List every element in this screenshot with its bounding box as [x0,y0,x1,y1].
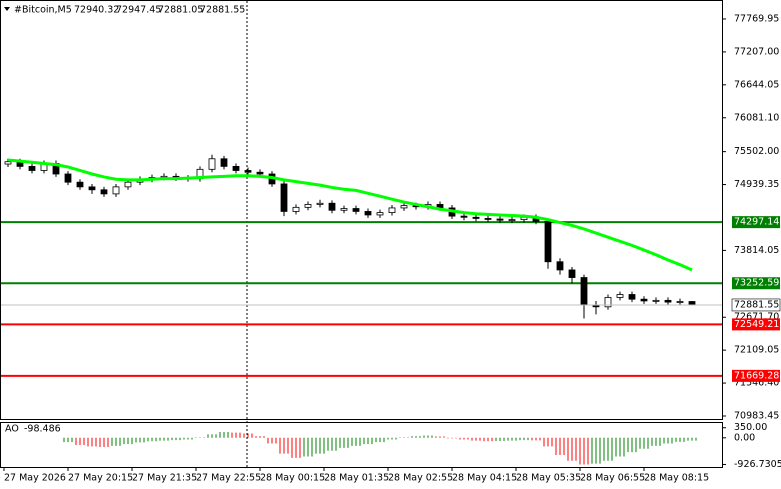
candle-body [616,294,624,298]
candle-body [220,158,228,167]
candle-body [352,208,360,212]
x-tick-label: 28 May 00:15 [260,473,325,484]
level-box [732,277,780,290]
candle-body [544,220,552,263]
candle-body [304,204,312,208]
candle-body [664,299,672,303]
candle-body [28,165,36,171]
level-label: 71669.28 [734,370,779,381]
header-low: 72881.05 [158,5,203,16]
x-tick-label: 28 May 02:55 [388,473,453,484]
y-tick-label: 76644.05 [734,79,779,90]
candle-body [280,183,288,212]
candle-body [484,218,492,220]
level-box [732,318,780,331]
level-label: 73252.59 [734,278,779,289]
candle-body [400,205,408,209]
header-open: 72940.32 [74,5,119,16]
y-tick-label: 0.00 [734,432,755,443]
candle-body [472,216,480,219]
candle-body [640,298,648,302]
candle-body [688,301,696,306]
candle-body [256,171,264,175]
candle-body [4,161,12,165]
menu-arrow [4,7,10,11]
x-tick-label: 27 May 21:35 [132,473,197,484]
candle-body [244,170,252,173]
level-box [732,369,780,382]
candle-body [628,294,636,300]
header-close: 72881.55 [200,5,245,16]
candle-body [292,206,300,212]
y-tick-label: 77207.00 [734,46,779,57]
y-tick-label: -926.7305 [734,459,781,470]
y-tick-label: 350.00 [734,422,767,433]
candle-body [652,299,660,302]
header-high: 72947.45 [116,5,161,16]
candle-body [568,269,576,278]
y-tick-label: 72109.05 [734,345,779,356]
y-tick-label: 76081.10 [734,112,779,123]
candle-body [496,218,504,221]
candle-body [376,212,384,216]
candle-body [460,215,468,218]
level-box [732,216,780,229]
candle-body [88,186,96,191]
candle-body [508,219,516,222]
candle-body [328,202,336,211]
candle-body [64,173,72,183]
candle-body [340,208,348,211]
ao-value: -98.486 [24,424,61,435]
x-tick-label: 28 May 08:15 [644,473,709,484]
candle-body [76,181,84,188]
candle-body [124,181,132,188]
chart-title: #Bitcoin,M5 [14,5,72,16]
y-tick-label: 77769.95 [734,13,779,24]
candle-body [100,189,108,195]
candle-body [676,301,684,303]
price-label: 72881.55 [734,299,779,310]
level-label: 74297.14 [734,217,779,228]
price-box [731,298,781,312]
main-frame [0,0,723,420]
moving-average [7,158,693,272]
candle-body [208,158,216,170]
candle-body [112,186,120,195]
candle-body [364,211,372,216]
x-tick-label: 27 May 20:15 [68,473,133,484]
x-tick-label: 28 May 06:55 [580,473,645,484]
x-tick-label: 28 May 05:35 [516,473,581,484]
candle-body [316,202,324,205]
x-tick-label: 27 May 22:55 [196,473,261,484]
candle-body [556,261,564,271]
x-tick-label: 28 May 01:35 [324,473,389,484]
ao-title: AO [5,424,19,435]
y-tick-label: 71546.40 [734,378,779,389]
candle-body [604,297,612,308]
y-tick-label: 75502.00 [734,146,779,157]
x-tick-label: 27 May 2026 [4,473,66,484]
x-tick-label: 28 May 04:15 [452,473,517,484]
candle-body [388,207,396,214]
y-tick-label: 74939.35 [734,179,779,190]
ao-frame [0,422,723,468]
candle-body [580,277,588,306]
y-tick-label: 72671.70 [734,312,779,323]
candle-body [232,165,240,171]
level-label: 72549.21 [734,319,779,330]
y-tick-label: 73814.05 [734,245,779,256]
y-tick-label: 70983.45 [734,410,779,421]
